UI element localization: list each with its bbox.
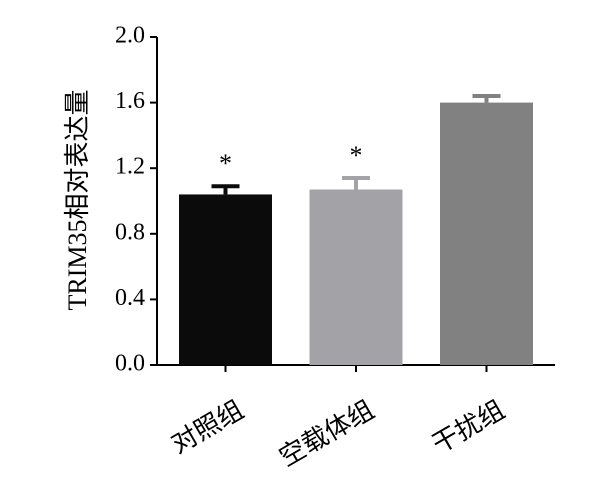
bar [179, 194, 272, 365]
y-tick-label: 1.6 [115, 88, 145, 114]
significance-star: * [350, 141, 363, 170]
x-tick-label: 对照组 [166, 395, 248, 459]
bar [440, 102, 533, 365]
x-tick-label: 空载体组 [274, 395, 379, 472]
y-tick-label: 2.0 [115, 23, 145, 49]
y-tick-label: 0.8 [115, 219, 145, 245]
x-tick-label: 干扰组 [427, 395, 509, 459]
y-tick-label: 0.0 [115, 351, 145, 377]
y-tick-label: 0.4 [115, 285, 145, 311]
y-axis-label: TRIM35相对表达量 [63, 89, 92, 310]
significance-star: * [219, 149, 232, 178]
y-tick-label: 1.2 [115, 154, 145, 180]
bar [309, 189, 403, 365]
